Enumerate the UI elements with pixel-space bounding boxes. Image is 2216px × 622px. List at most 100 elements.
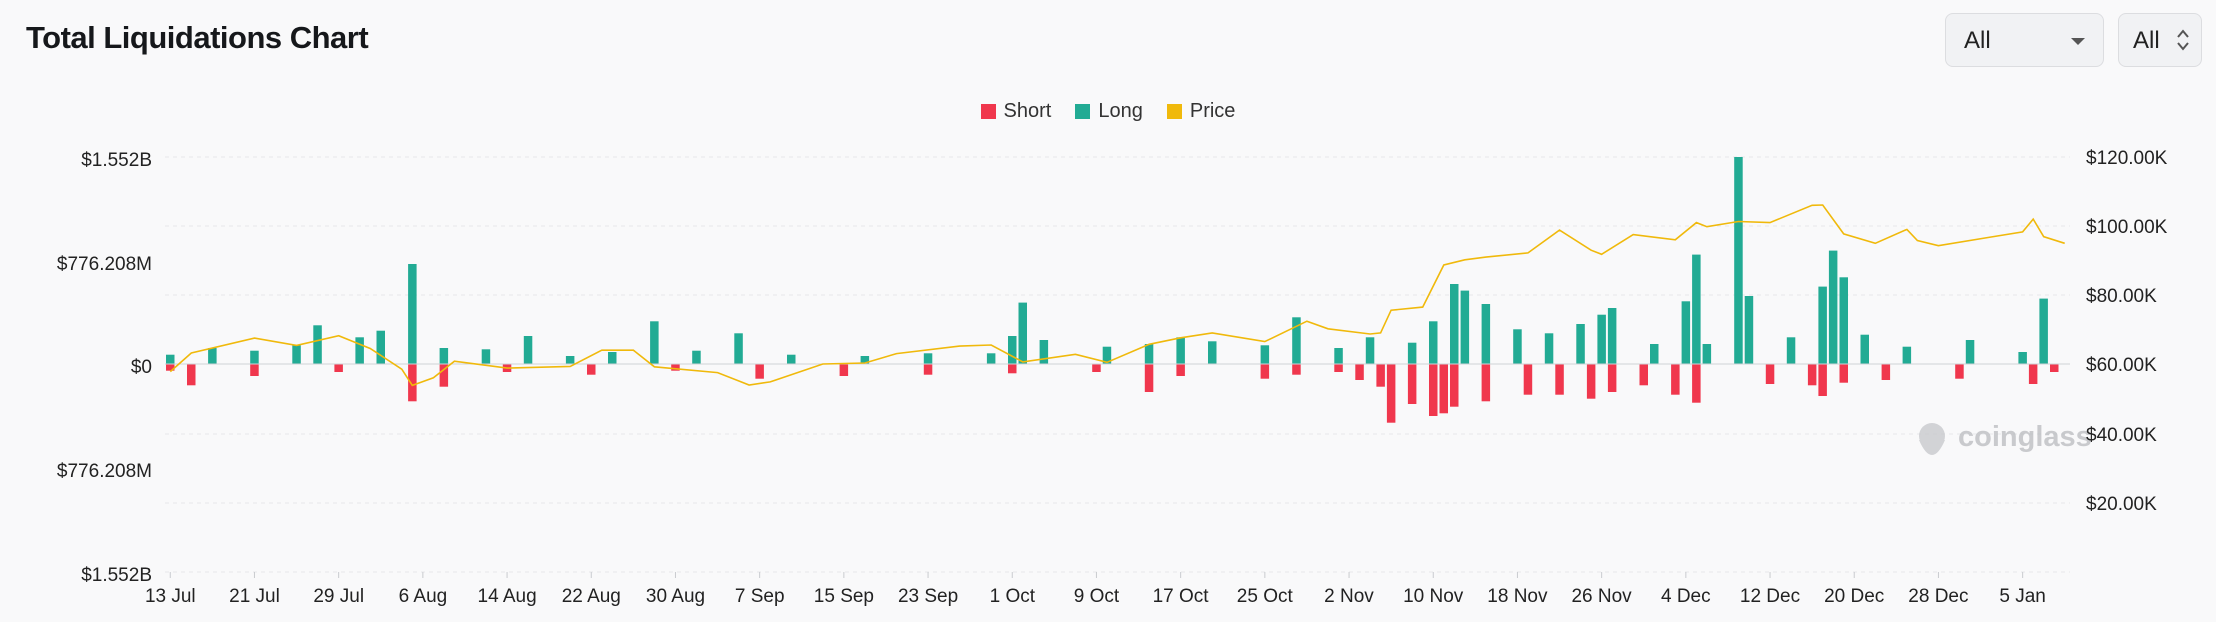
long-bar [2018, 352, 2027, 364]
short-bar [1176, 364, 1185, 376]
short-bar [1586, 364, 1596, 399]
long-bar [1407, 342, 1417, 364]
short-bar [250, 364, 259, 376]
short-bar [166, 364, 175, 371]
long-bar [1702, 344, 1712, 364]
long-bar [1176, 337, 1185, 364]
legend-item-short[interactable]: Short [980, 100, 1052, 123]
left-axis: $1.552B $776.208M $0 $776.208M $1.552B [57, 150, 152, 586]
x-axis-tick-label: 7 Sep [735, 586, 785, 607]
short-bar [1092, 364, 1101, 372]
long-bar [650, 321, 659, 364]
long-bar [1607, 308, 1617, 364]
short-bar [1955, 364, 1964, 379]
long-bar [481, 349, 491, 364]
long-bar [1839, 277, 1848, 364]
long-bar [787, 354, 796, 364]
left-axis-tick-label: $1.552B [81, 565, 152, 586]
long-bar [1429, 321, 1438, 364]
short-bar [755, 364, 764, 379]
right-axis-tick-label: $80.00K [2086, 286, 2157, 307]
x-axis-tick-label: 26 Nov [1571, 586, 1632, 607]
short-bar [334, 364, 343, 372]
long-bar [439, 348, 449, 364]
short-bar [1386, 364, 1396, 423]
short-bar [1376, 364, 1385, 387]
legend-swatch-price [1166, 104, 1182, 119]
short-bar [1807, 364, 1817, 386]
long-bar [2039, 298, 2048, 364]
long-bar [523, 336, 533, 364]
right-axis-tick-label: $20.00K [2086, 494, 2157, 515]
long-bar [355, 337, 364, 364]
long-bar [1018, 302, 1027, 364]
short-bar [1292, 364, 1301, 375]
x-axis-tick-label: 1 Oct [990, 586, 1036, 607]
coinglass-logo-shape [1919, 440, 1945, 455]
long-bar [1292, 317, 1301, 364]
short-bar [1144, 364, 1154, 392]
left-axis-tick-label: $776.208M [57, 254, 152, 275]
long-bar [1102, 346, 1112, 364]
legend-label-price: Price [1189, 100, 1236, 122]
long-bar [1681, 301, 1691, 364]
short-bar [1450, 364, 1459, 407]
short-bar [1481, 364, 1491, 402]
filter-dropdown-value: All [1964, 27, 1991, 54]
long-bar [1650, 344, 1659, 364]
short-bar [839, 364, 849, 376]
coinglass-watermark: coinglass [1919, 421, 2092, 455]
long-bar [1544, 333, 1554, 364]
long-bar [1334, 348, 1343, 364]
short-bar [1355, 364, 1364, 380]
short-bar [1334, 364, 1343, 372]
long-bar [734, 333, 743, 364]
x-axis-tick-label: 20 Dec [1824, 586, 1884, 607]
short-bar [923, 364, 933, 375]
short-bar [1607, 364, 1617, 392]
short-bar [1692, 364, 1701, 403]
long-bar [1039, 340, 1049, 364]
left-axis-tick-label: $0 [131, 357, 152, 378]
long-series [166, 157, 2048, 364]
short-bar [1818, 364, 1827, 396]
long-bar [1734, 157, 1743, 364]
interval-select[interactable]: All [2118, 13, 2202, 67]
x-axis: 13 Jul 21 Jul 29 Jul 6 Aug 14 Aug 22 Aug 30 Au… [145, 572, 2046, 607]
long-bar [1576, 324, 1585, 364]
legend-item-long[interactable]: Long [1075, 100, 1143, 123]
long-bar [313, 325, 322, 364]
price-line [169, 204, 2065, 387]
long-bar [1860, 334, 1869, 364]
short-bar [187, 364, 196, 386]
x-axis-tick-label: 9 Oct [1074, 586, 1120, 607]
short-bar [408, 364, 417, 402]
long-bar [1260, 345, 1270, 364]
legend-label-short: Short [1003, 100, 1052, 122]
x-axis-tick-label: 12 Dec [1740, 586, 1800, 607]
chart-legend: Short Long Price [0, 100, 2216, 123]
filter-dropdown[interactable]: All [1945, 13, 2104, 67]
short-bar [1881, 364, 1891, 380]
legend-item-price[interactable]: Price [1166, 100, 1236, 123]
short-bar [1008, 364, 1017, 374]
x-axis-tick-label: 14 Aug [478, 586, 537, 607]
long-bar [1786, 337, 1796, 364]
right-axis-tick-label: $100.00K [2086, 217, 2168, 238]
long-bar [1692, 254, 1701, 364]
page-title: Total Liquidations Chart [26, 20, 369, 55]
short-bar [2050, 364, 2059, 372]
long-bar [1513, 329, 1522, 364]
short-bar [1839, 364, 1848, 383]
x-axis-tick-label: 18 Nov [1487, 586, 1548, 607]
long-bar [1008, 336, 1017, 364]
long-bar [1144, 344, 1154, 364]
left-axis-tick-label: $1.552B [81, 150, 152, 171]
long-bar [565, 356, 575, 364]
long-bar [1818, 286, 1827, 364]
short-bar [1523, 364, 1533, 395]
x-axis-tick-label: 5 Jan [1999, 586, 2045, 607]
short-bar [439, 364, 449, 387]
long-bar [408, 264, 417, 364]
